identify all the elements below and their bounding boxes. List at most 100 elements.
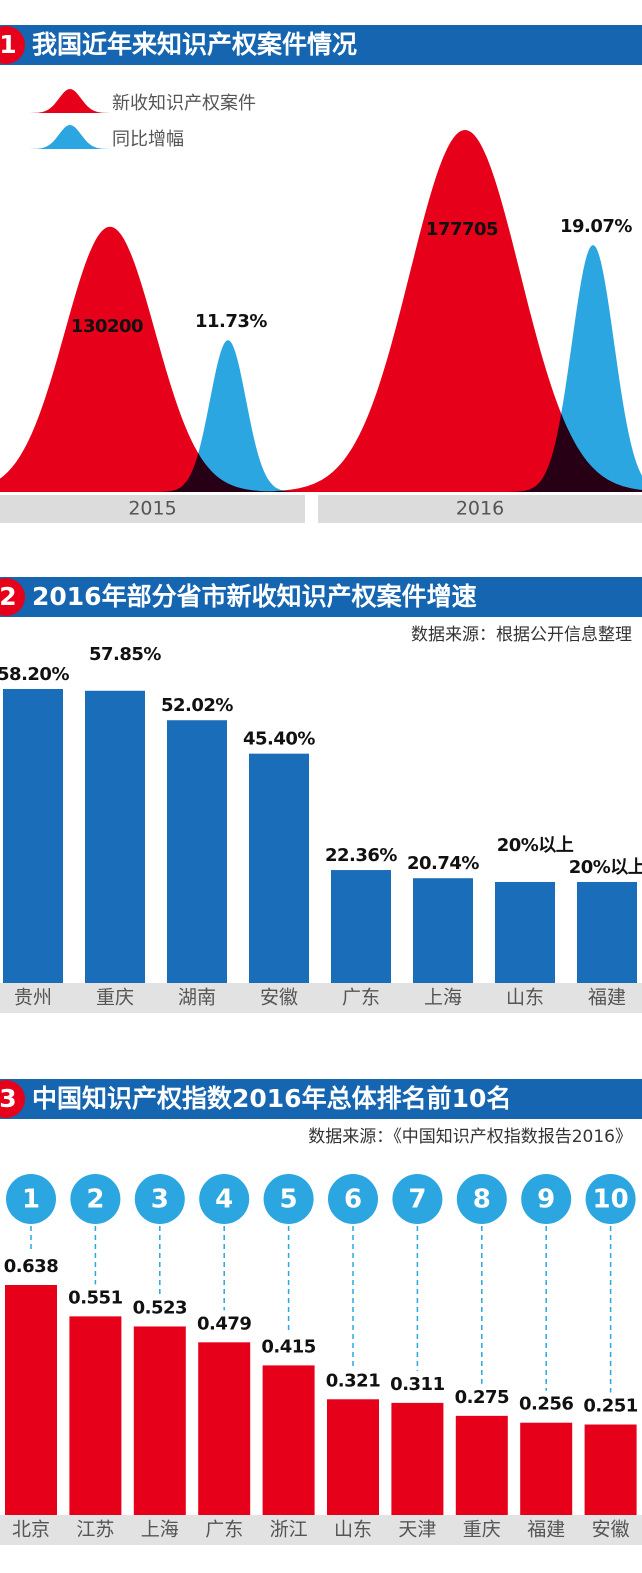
bar [198, 1342, 251, 1515]
value-label: 177705 [426, 219, 498, 240]
rank-badge [70, 1174, 121, 1224]
section-title: 2016年部分省市新收知识产权案件增速 [32, 582, 477, 611]
subtitle: 数据来源：《中国知识产权指数报告2016》 [308, 1127, 632, 1147]
value-label: 52.02% [161, 695, 233, 716]
section-badge [0, 578, 25, 616]
x-tick-label: 上海 [141, 1519, 179, 1541]
rank-number: 8 [473, 1185, 491, 1215]
x-tick-label: 江苏 [76, 1519, 114, 1541]
x-tick-label: 上海 [424, 987, 462, 1009]
value-label: 0.638 [4, 1256, 58, 1277]
bar [413, 878, 473, 983]
rank-number: 4 [215, 1185, 233, 1215]
value-label: 57.85% [89, 644, 161, 665]
value-label: 58.20% [0, 664, 69, 685]
subtitle: 数据来源：根据公开信息整理 [411, 625, 632, 645]
value-label: 45.40% [243, 729, 315, 750]
x-tick-label: 广东 [342, 987, 380, 1009]
rank-number: 1 [22, 1185, 40, 1215]
legend-label: 同比增幅 [112, 129, 184, 150]
section-badge [0, 26, 25, 64]
rank-badge [456, 1174, 507, 1224]
value-label: 20.74% [407, 853, 479, 874]
value-label: 0.311 [390, 1374, 444, 1395]
value-label: 0.251 [583, 1396, 637, 1417]
value-label: 0.551 [68, 1287, 122, 1308]
bar [391, 1402, 444, 1515]
bar [167, 720, 227, 983]
value-label: 19.07% [560, 216, 632, 237]
rank-badge [263, 1174, 314, 1224]
bar [133, 1326, 186, 1515]
legend-swatch [4, 125, 136, 149]
section-title: 我国近年来知识产权案件情况 [32, 30, 357, 59]
x-tick-label: 北京 [12, 1519, 50, 1541]
bar [249, 753, 309, 983]
value-label: 0.321 [326, 1370, 380, 1391]
rank-number: 6 [344, 1185, 362, 1215]
rank-badge [6, 1174, 56, 1224]
x-tick-label: 重庆 [96, 987, 134, 1009]
value-label: 0.275 [455, 1387, 509, 1408]
x-tick-label: 山东 [334, 1519, 372, 1541]
value-label: 0.523 [133, 1297, 187, 1318]
rank-badge [134, 1174, 185, 1224]
header-bar [0, 25, 642, 65]
rank-number: 7 [408, 1185, 426, 1215]
rank-number: 5 [280, 1185, 298, 1215]
bar [5, 1285, 57, 1515]
section-number: 1 [0, 30, 17, 59]
bar [262, 1365, 315, 1515]
bar [331, 870, 391, 983]
value-label: 22.36% [325, 845, 397, 866]
rank-badge [328, 1174, 378, 1224]
value-label: 20%以上 [569, 857, 642, 878]
category-strip [0, 983, 642, 1013]
section-title: 中国知识产权指数2016年总体排名前10名 [32, 1084, 511, 1113]
rank-number: 2 [86, 1185, 104, 1215]
value-label: 11.73% [195, 311, 267, 332]
legend-swatch [4, 89, 136, 113]
value-label: 0.415 [261, 1336, 315, 1357]
bar [455, 1415, 508, 1515]
bar [85, 690, 145, 983]
plot [0, 130, 642, 492]
bar [520, 1422, 573, 1515]
rank-badge [199, 1174, 250, 1224]
bell [120, 340, 336, 492]
value-label: 20%以上 [497, 835, 574, 856]
rank-number: 3 [151, 1185, 169, 1215]
rank-badge [521, 1174, 572, 1224]
x-tick-label: 天津 [398, 1519, 436, 1541]
x-tick-label: 重庆 [463, 1519, 501, 1541]
bar [495, 881, 555, 983]
x-tick-label: 贵州 [14, 987, 52, 1009]
x-tick-label: 山东 [506, 987, 544, 1009]
bar [577, 881, 637, 983]
legend-label: 新收知识产权案件 [112, 93, 256, 114]
bell [135, 130, 642, 492]
rank-number: 10 [593, 1185, 629, 1215]
x-tick-label: 广东 [205, 1519, 243, 1541]
bell [0, 226, 380, 492]
category-strip [318, 495, 642, 523]
value-label: 0.479 [197, 1313, 251, 1334]
x-tick-label: 福建 [588, 987, 626, 1009]
value-label: 130200 [71, 316, 143, 337]
section-number: 2 [0, 582, 17, 611]
x-tick-label: 2016 [456, 498, 504, 520]
rank-badge [585, 1174, 636, 1224]
section-number: 3 [0, 1084, 17, 1113]
x-tick-label: 安徽 [592, 1519, 630, 1541]
header-bar [0, 577, 642, 617]
x-tick-label: 湖南 [178, 987, 216, 1009]
x-tick-label: 浙江 [270, 1519, 308, 1541]
bar [3, 689, 63, 983]
x-tick-label: 安徽 [260, 987, 298, 1009]
category-strip [0, 1515, 642, 1545]
section-badge [0, 1080, 25, 1118]
bar [69, 1316, 122, 1515]
x-tick-label: 2015 [128, 498, 176, 520]
header-bar [0, 1079, 642, 1119]
